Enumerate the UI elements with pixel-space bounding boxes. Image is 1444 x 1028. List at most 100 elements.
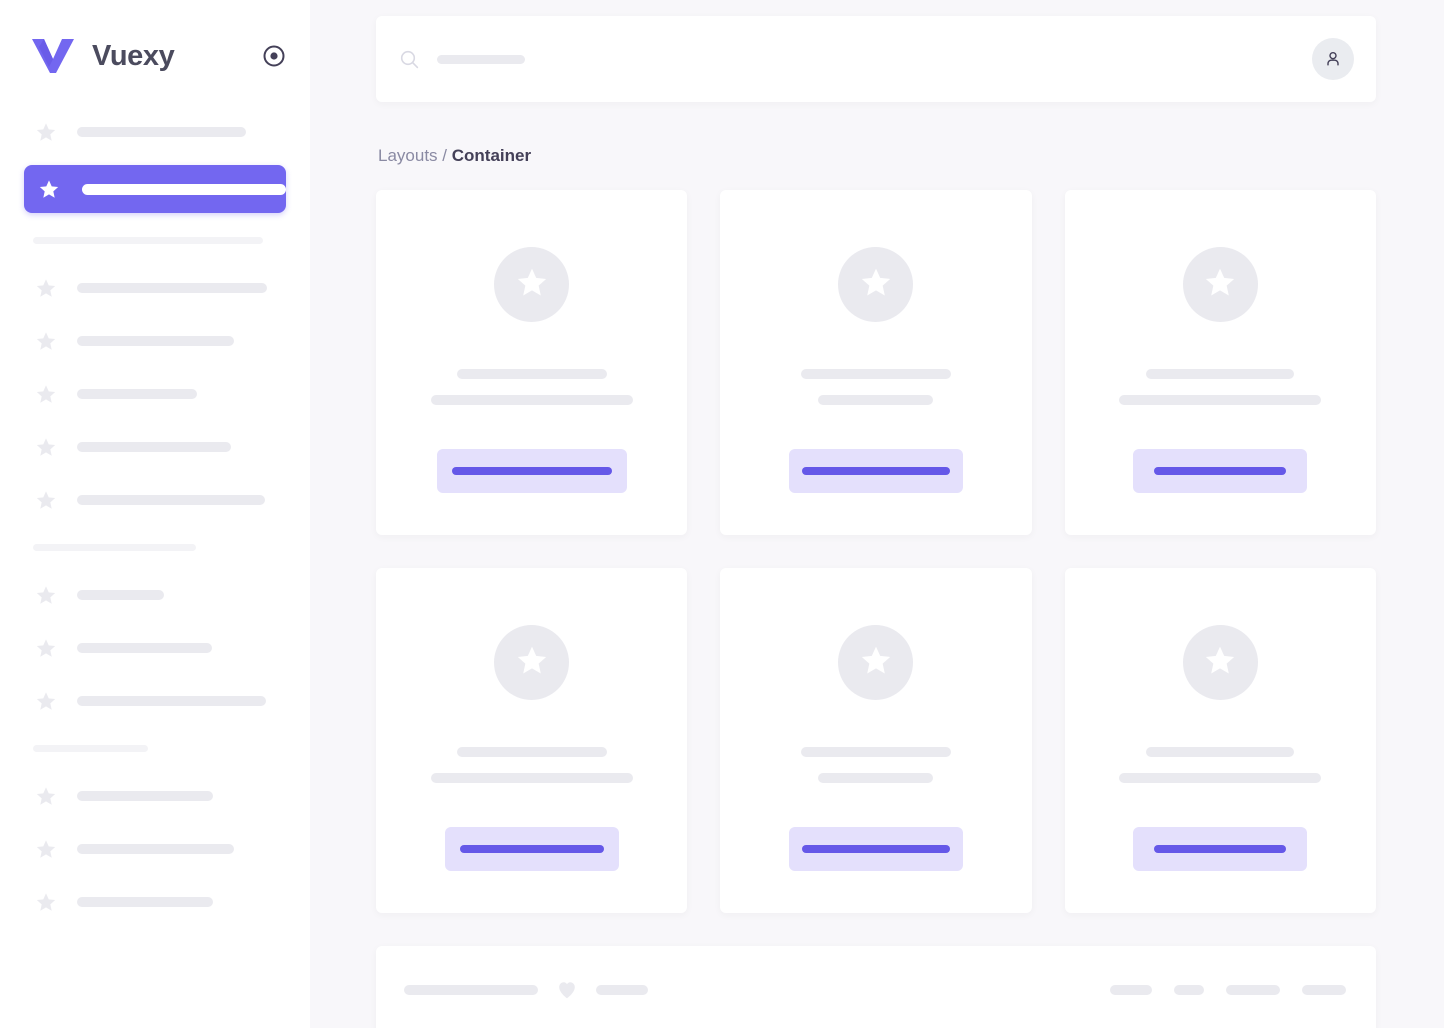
nav-group: [24, 237, 286, 520]
sidebar-item[interactable]: [24, 268, 286, 308]
brand-header: Vuexy: [0, 0, 310, 112]
card-title-placeholder: [1146, 369, 1295, 379]
card-button-label-placeholder: [451, 467, 612, 475]
radio-circle-toggle-icon[interactable]: [262, 44, 286, 68]
footer-mid-placeholder: [596, 985, 648, 995]
avatar[interactable]: [1312, 38, 1354, 80]
breadcrumb-parent[interactable]: Layouts: [378, 146, 438, 165]
sidebar-item-label-placeholder: [77, 844, 234, 854]
card-avatar: [494, 625, 570, 700]
sidebar-item-label-placeholder: [77, 442, 231, 452]
heart-icon: [556, 979, 578, 1001]
star-icon: [35, 584, 57, 606]
sidebar-item-label-placeholder: [77, 590, 164, 600]
main-content: Layouts / Container: [310, 0, 1444, 1028]
card-button-label-placeholder: [801, 845, 950, 853]
star-icon: [1203, 265, 1237, 304]
sidebar-item[interactable]: [24, 628, 286, 668]
card-avatar: [838, 625, 914, 700]
sidebar-item-label-placeholder: [82, 183, 286, 195]
footer-link-placeholder[interactable]: [1110, 985, 1152, 995]
search-input[interactable]: [437, 54, 525, 64]
content-card: [376, 190, 688, 535]
nav-section-divider: [33, 237, 263, 244]
sidebar-item-label-placeholder: [77, 283, 267, 293]
content-card: [720, 568, 1032, 913]
star-icon: [35, 891, 57, 913]
sidebar-item[interactable]: [24, 374, 286, 414]
sidebar-item[interactable]: [24, 575, 286, 615]
star-icon: [38, 178, 60, 200]
card-avatar: [1182, 247, 1258, 322]
nav-section-divider: [33, 745, 148, 752]
breadcrumb-separator: /: [442, 146, 448, 165]
sidebar-item-label-placeholder: [77, 389, 197, 399]
sidebar-item[interactable]: [24, 776, 286, 816]
star-icon: [35, 277, 57, 299]
nav-section-divider: [33, 544, 196, 551]
star-icon: [35, 838, 57, 860]
card-avatar: [1182, 625, 1258, 700]
footer-link-placeholder[interactable]: [1174, 985, 1204, 995]
card-avatar: [838, 247, 914, 322]
card-action-button[interactable]: [436, 449, 627, 493]
card-avatar: [494, 247, 570, 322]
sidebar-item-label-placeholder: [77, 643, 212, 653]
sidebar-item-label-placeholder: [77, 897, 213, 907]
card-title-placeholder: [1146, 747, 1295, 757]
sidebar-item[interactable]: [24, 427, 286, 467]
sidebar-item[interactable]: [24, 829, 286, 869]
card-title-placeholder: [800, 747, 951, 757]
star-icon: [35, 121, 57, 143]
brand-name: Vuexy: [92, 39, 175, 72]
star-icon: [35, 330, 57, 352]
sidebar-nav: [0, 112, 310, 922]
card-title-placeholder: [456, 747, 607, 757]
sidebar-item[interactable]: [24, 321, 286, 361]
star-icon: [35, 383, 57, 405]
card-button-label-placeholder: [1154, 467, 1287, 475]
sidebar-item-active[interactable]: [24, 165, 286, 213]
card-action-button[interactable]: [788, 449, 963, 493]
sidebar-item[interactable]: [24, 681, 286, 721]
nav-group: [24, 112, 286, 213]
card-action-button[interactable]: [788, 827, 963, 871]
card-subtitle-placeholder: [1119, 773, 1322, 783]
content-card: [1064, 568, 1376, 913]
sidebar-item-label-placeholder: [77, 791, 213, 801]
card-subtitle-placeholder: [1119, 395, 1322, 405]
nav-groups-container: [24, 112, 286, 922]
star-icon: [35, 436, 57, 458]
star-icon: [859, 643, 893, 682]
search-icon[interactable]: [400, 50, 419, 69]
card-action-button[interactable]: [1133, 827, 1308, 871]
footer-link-placeholder[interactable]: [1226, 985, 1280, 995]
breadcrumb-current: Container: [451, 146, 532, 165]
star-icon: [515, 265, 549, 304]
nav-group: [24, 745, 286, 922]
card-button-label-placeholder: [801, 467, 950, 475]
card-action-button[interactable]: [444, 827, 619, 871]
content-card: [376, 568, 688, 913]
star-icon: [35, 637, 57, 659]
top-navbar: [376, 16, 1376, 102]
breadcrumb: Layouts / Container: [378, 146, 1376, 166]
footer-bar: [376, 946, 1376, 1028]
footer-link-placeholder[interactable]: [1302, 985, 1346, 995]
star-icon: [35, 489, 57, 511]
card-action-button[interactable]: [1133, 449, 1308, 493]
sidebar-item[interactable]: [24, 480, 286, 520]
card-subtitle-placeholder: [818, 395, 934, 405]
card-subtitle-placeholder: [818, 773, 934, 783]
star-icon: [35, 690, 57, 712]
nav-group: [24, 544, 286, 721]
card-button-label-placeholder: [459, 845, 604, 853]
content-card: [1064, 190, 1376, 535]
star-icon: [1203, 643, 1237, 682]
card-grid: [376, 190, 1376, 913]
sidebar-item[interactable]: [24, 112, 286, 152]
card-title-placeholder: [800, 369, 951, 379]
sidebar-item[interactable]: [24, 882, 286, 922]
sidebar-item-label-placeholder: [77, 696, 266, 706]
star-icon: [859, 265, 893, 304]
